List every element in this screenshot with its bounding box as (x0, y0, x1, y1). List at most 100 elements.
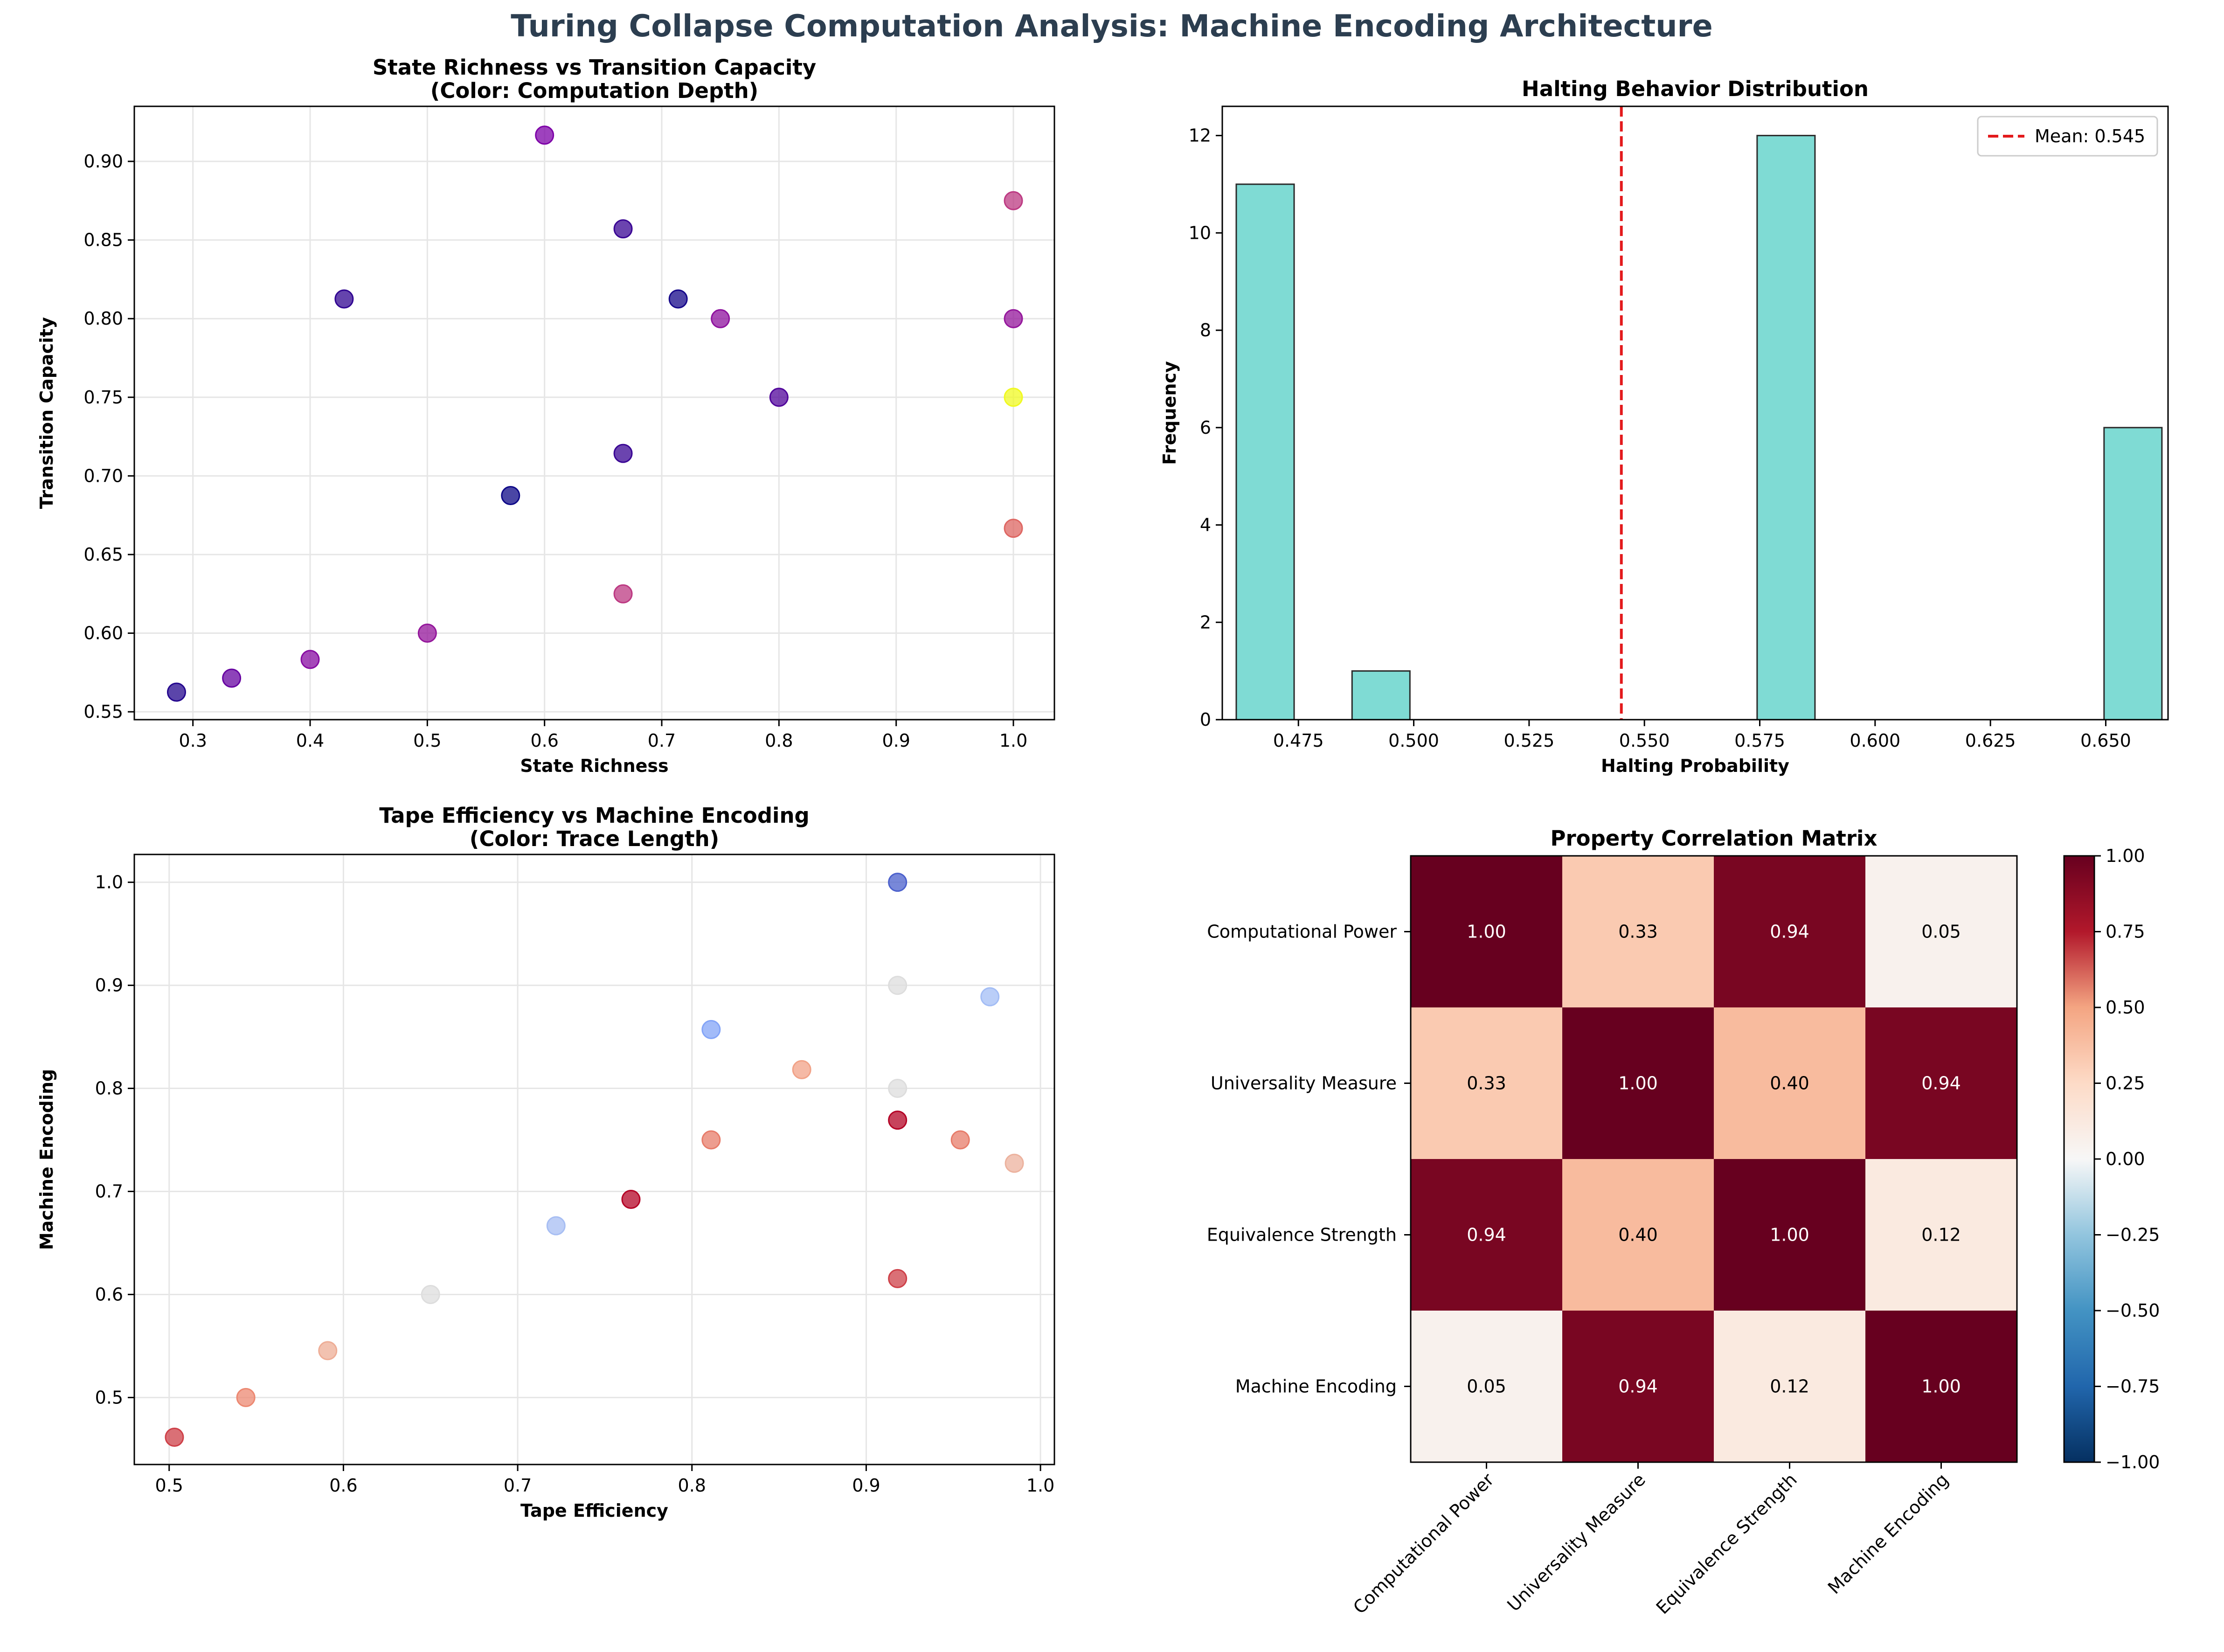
heatmap-cell (1714, 856, 1865, 1007)
depth-scatter-point (1004, 388, 1023, 407)
encoding-scatter-xtick-label: 0.8 (678, 1475, 706, 1496)
encoding-scatter-ytick-label: 0.5 (95, 1387, 123, 1408)
scatter-state-richness-panel: 0.3 0.4 0.5 0.6 0.7 0.8 0.9 1.0 0.55 0.60 0.65 0.70… (36, 55, 1055, 776)
depth-scatter-xtick-label: 0.4 (296, 730, 324, 751)
colorbar-tick-label: 0.00 (2106, 1149, 2145, 1169)
heatmap-cell (1562, 856, 1714, 1007)
encoding-scatter-ytick-label: 0.6 (95, 1284, 123, 1305)
halting-histogram-panel: 0.475 0.500 0.525 0.550 0.575 0.600 0.625 0.650… (1159, 76, 2169, 776)
heatmap-cell-value: 0.94 (1921, 1073, 1961, 1094)
heatmap-axes-frame (1410, 855, 2018, 1463)
heatmap-cell-value: 0.94 (1467, 1225, 1506, 1245)
histogram-bar (2103, 427, 2163, 721)
encoding-scatter-point (950, 1130, 970, 1150)
depth-scatter-point (613, 219, 633, 239)
depth-scatter-xlabel: State Richness (520, 756, 668, 776)
colorbar-tick-label: 0.25 (2106, 1073, 2145, 1094)
heatmap-cell-value: 0.12 (1770, 1376, 1809, 1397)
heatmap-cell-value: 1.00 (1921, 1376, 1961, 1397)
legend-label: Mean: 0.545 (2035, 126, 2145, 146)
heatmap-cell (1411, 1007, 1562, 1159)
encoding-scatter-point (701, 1130, 721, 1150)
encoding-scatter-point (421, 1284, 440, 1304)
heatmap-title: Property Correlation Matrix (1550, 826, 1877, 851)
depth-scatter-point (222, 668, 242, 688)
depth-scatter-point (613, 444, 633, 463)
heatmap-row-label: Equivalence Strength (1207, 1225, 1397, 1245)
depth-scatter-point (300, 650, 320, 669)
encoding-scatter-point (165, 1427, 184, 1447)
depth-scatter-point (769, 388, 789, 407)
histogram-xlabel: Halting Probability (1601, 756, 1789, 776)
histogram-xtick-label: 0.650 (2080, 730, 2131, 751)
depth-scatter-ytick-label: 0.90 (83, 151, 123, 172)
depth-scatter-xtick-label: 0.7 (648, 730, 676, 751)
heatmap-cell (1714, 1311, 1865, 1462)
histogram-ytick-label: 12 (1189, 125, 1211, 146)
colorbar-tick-label: −0.25 (2106, 1225, 2160, 1245)
heatmap-cell-value: 1.00 (1618, 1073, 1658, 1094)
encoding-scatter-point (980, 987, 1000, 1006)
heatmap-cell-value: 0.33 (1467, 1073, 1506, 1094)
encoding-scatter-ytick-label: 0.7 (95, 1181, 123, 1201)
heatmap-cell-value: 0.05 (1921, 922, 1961, 942)
heatmap-cell-value: 0.12 (1921, 1225, 1961, 1245)
encoding-scatter-ytick-label: 1.0 (95, 872, 123, 893)
depth-scatter-point (1004, 309, 1023, 328)
legend-box (1977, 116, 2158, 157)
encoding-scatter-point (1005, 1153, 1024, 1173)
heatmap-cell (1411, 1311, 1562, 1462)
depth-scatter-ylabel: Transition Capacity (36, 317, 57, 509)
histogram-ytick-label: 10 (1189, 222, 1211, 243)
depth-scatter-point (166, 682, 186, 702)
depth-scatter-xtick-label: 0.3 (179, 730, 207, 751)
depth-scatter-title-line: State Richness vs Transition Capacity (373, 55, 816, 80)
heatmap-cell (1562, 1159, 1714, 1311)
histogram-xtick-label: 0.600 (1850, 730, 1900, 751)
depth-scatter-ytick-label: 0.65 (83, 544, 123, 565)
histogram-ylabel: Frequency (1159, 361, 1180, 465)
encoding-scatter-xtick-label: 0.6 (329, 1475, 357, 1496)
colorbar-tick-label: −1.00 (2106, 1452, 2160, 1472)
colorbar-tick-label: −0.75 (2106, 1376, 2160, 1397)
depth-scatter-point (711, 309, 730, 328)
histogram-xtick-label: 0.500 (1388, 730, 1439, 751)
encoding-scatter-title-line: Tape Efficiency vs Machine Encoding (379, 803, 809, 828)
encoding-scatter-point (318, 1341, 338, 1360)
heatmap-cell-value: 0.94 (1770, 922, 1809, 942)
figure-title: Turing Collapse Computation Analysis: Ma… (511, 9, 1712, 44)
histogram-xtick-label: 0.475 (1273, 730, 1324, 751)
depth-scatter-xtick-label: 1.0 (999, 730, 1027, 751)
encoding-scatter-point (888, 1111, 908, 1130)
histogram-xtick-label: 0.625 (1965, 730, 2016, 751)
depth-scatter-ytick-label: 0.85 (83, 230, 123, 250)
correlation-heatmap-panel: 1.00 0.33 0.94 0.05 0.33 1.00 0.40 0.94 0.94 0.40… (1207, 826, 2160, 1618)
heatmap-cell-value: 1.00 (1467, 922, 1506, 942)
encoding-scatter-point (792, 1060, 811, 1079)
depth-scatter-point (1004, 191, 1023, 210)
encoding-scatter-point (888, 976, 908, 995)
depth-scatter-point (668, 289, 688, 309)
encoding-scatter-xtick-label: 1.0 (1026, 1475, 1054, 1496)
depth-scatter-ytick-label: 0.55 (83, 701, 123, 722)
encoding-scatter-point (701, 1020, 721, 1039)
heatmap-cell (1411, 1159, 1562, 1311)
encoding-scatter-xtick-label: 0.7 (504, 1475, 532, 1496)
encoding-scatter-point (888, 873, 908, 892)
heatmap-row-label: Universality Measure (1211, 1073, 1397, 1094)
encoding-scatter-ylabel: Machine Encoding (36, 1069, 57, 1250)
heatmap-cell (1714, 1007, 1865, 1159)
histogram-title: Halting Behavior Distribution (1522, 76, 1869, 101)
heatmap-cell (1562, 1007, 1714, 1159)
depth-scatter-point (417, 624, 437, 643)
heatmap-cell (1865, 1159, 2017, 1311)
histogram-xtick-label: 0.575 (1734, 730, 1785, 751)
heatmap-cell-value: 0.40 (1618, 1225, 1658, 1245)
colorbar-tick-label: 0.50 (2106, 997, 2145, 1018)
encoding-scatter-xlabel: Tape Efficiency (520, 1500, 668, 1521)
heatmap-cell (1865, 1007, 2017, 1159)
encoding-scatter-point (888, 1269, 908, 1288)
heatmap-cell-value: 0.05 (1467, 1376, 1506, 1397)
depth-scatter-ytick-label: 0.70 (83, 465, 123, 486)
